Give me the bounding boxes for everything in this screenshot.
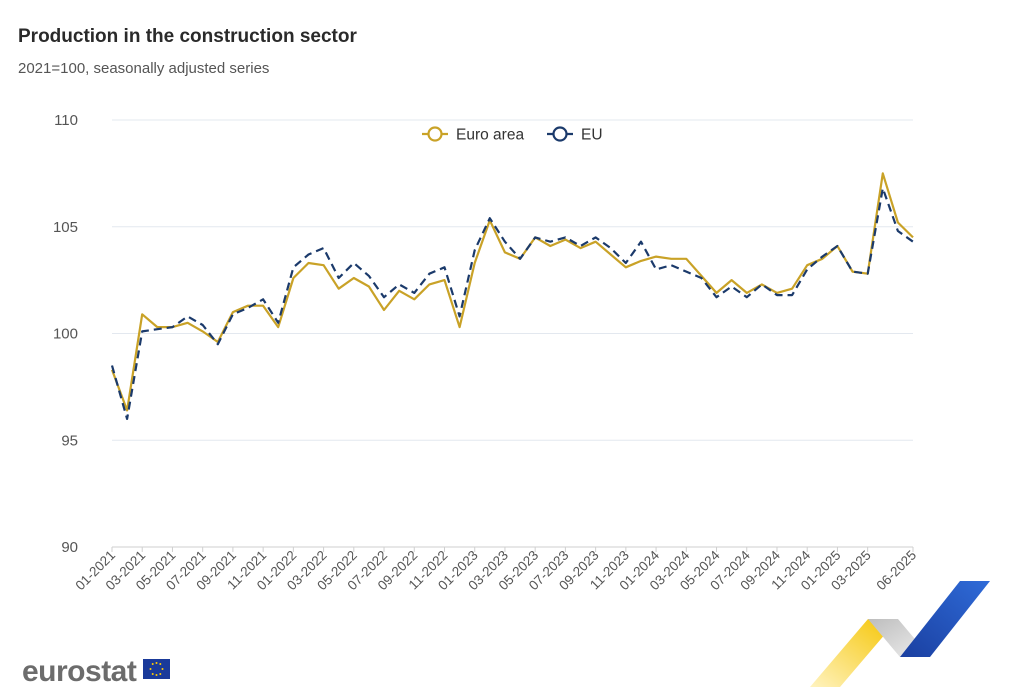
x-axis — [111, 546, 914, 552]
y-tick-label: 90 — [61, 539, 78, 556]
y-tick-label: 95 — [61, 432, 78, 449]
legend-marker-icon — [427, 126, 443, 142]
legend-item-eu[interactable]: EU — [547, 126, 603, 144]
legend-marker-icon — [552, 126, 568, 142]
eu-flag-stars-icon — [149, 662, 164, 676]
legend-label: EU — [581, 127, 603, 144]
x-axis-tick-labels: 01-202103-202105-202107-202109-202111-20… — [72, 547, 919, 593]
y-axis-ticks: 90 95 100 105 110 — [53, 112, 78, 556]
y-tick-label: 100 — [53, 326, 78, 343]
series-line-eu[interactable] — [110, 187, 914, 420]
chart-title: Production in the construction sector — [18, 26, 357, 47]
legend-item-euro-area[interactable]: Euro area — [422, 126, 524, 144]
legend[interactable]: Euro area EU — [422, 126, 603, 144]
series-lines — [110, 172, 914, 420]
legend-label: Euro area — [456, 127, 524, 144]
eurostat-logo: eurostat — [22, 655, 137, 688]
chart-subtitle: 2021=100, seasonally adjusted series — [18, 60, 270, 77]
grid-lines — [112, 119, 913, 441]
decorative-chevron-graphic — [810, 581, 990, 687]
y-tick-label: 110 — [54, 112, 78, 129]
series-line-euro-area[interactable] — [110, 172, 914, 412]
y-tick-label: 105 — [53, 219, 78, 236]
eu-flag-icon — [143, 659, 170, 679]
